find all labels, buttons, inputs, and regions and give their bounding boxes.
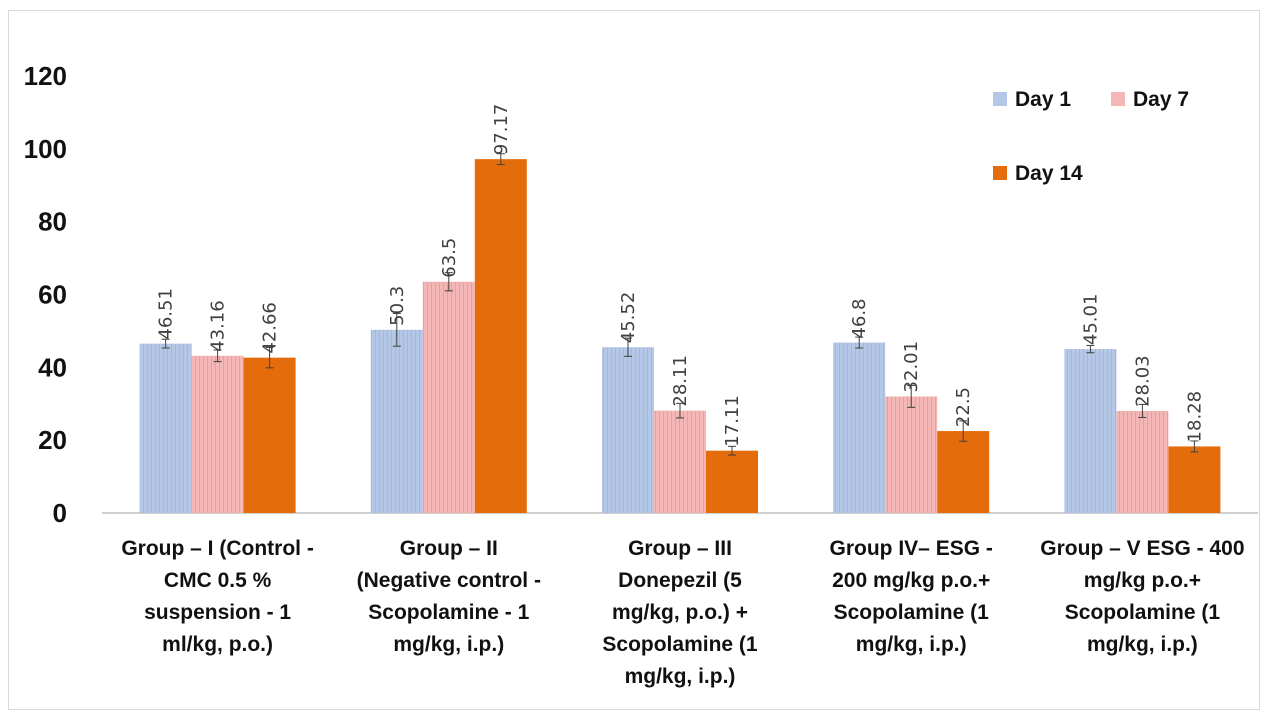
chart-frame (8, 10, 1260, 710)
category-label-line: Group – V ESG - 400 (1040, 537, 1244, 560)
category-label-line: Scopolamine (1 (1065, 601, 1221, 624)
category-label-line: Group – II (400, 537, 498, 560)
y-tick-label: 120 (24, 61, 67, 91)
category-label-line: CMC 0.5 % (164, 569, 272, 592)
bar-day-7-group-5 (1116, 410, 1169, 513)
bar-day-1-group-2 (370, 329, 423, 513)
category-label-line: mg/kg, i.p.) (856, 633, 967, 656)
data-label: 18.28 (1184, 391, 1205, 443)
category-label-line: suspension - 1 (144, 601, 291, 624)
category-label-line: Donepezil (5 (618, 569, 742, 592)
legend-swatch-3 (993, 166, 1007, 180)
legend-label-3: Day 14 (1015, 162, 1083, 185)
bar-day-14-group-4 (937, 431, 990, 513)
category-label-line: Group – III (628, 537, 732, 560)
category-label-line: Group – I (Control - (121, 537, 313, 560)
y-tick-label: 20 (38, 425, 67, 455)
data-label: 46.8 (849, 298, 870, 338)
category-label-line: Scopolamine (1 (602, 633, 758, 656)
data-label: 45.01 (1080, 294, 1101, 346)
category-label: Group – III Donepezil (5 mg/kg, p.o.) + Sco… (602, 537, 758, 688)
bar-day-14-group-5 (1168, 446, 1221, 513)
category-label-line: 200 mg/kg p.o.+ (832, 569, 990, 592)
bar-day-14-group-3 (706, 450, 758, 513)
y-tick-label: 0 (53, 498, 67, 528)
bar-day-7-group-3 (654, 410, 706, 513)
data-label: 63.5 (439, 238, 460, 278)
data-label: 28.03 (1132, 355, 1153, 407)
data-label: 97.17 (491, 104, 512, 156)
data-label: 22.5 (953, 387, 974, 427)
bar-day-7-group-4 (885, 396, 938, 513)
data-label: 45.52 (618, 292, 639, 344)
category-label-line: mg/kg, i.p.) (625, 665, 736, 688)
bar-day-1-group-3 (602, 347, 654, 513)
category-label: Group – II (Negative control - Scopolamine… (357, 537, 541, 656)
y-tick-label: 40 (38, 352, 67, 382)
legend-label-2: Day 7 (1133, 88, 1189, 111)
legend-swatch-2 (1111, 92, 1125, 106)
bar-day-7-group-1 (191, 355, 244, 513)
y-tick-label: 60 (38, 280, 67, 310)
category-label: Group – V ESG - 400 mg/kg p.o.+ Scopolamin… (1040, 537, 1244, 656)
category-label-line: Scopolamine - 1 (368, 601, 529, 624)
legend-swatch-1 (993, 92, 1007, 106)
category-label-line: ml/kg, p.o.) (162, 633, 273, 656)
category-label-line: Group IV– ESG - (830, 537, 993, 560)
bar-day-14-group-1 (243, 357, 296, 513)
bar-day-7-group-2 (422, 281, 475, 513)
y-tick-label: 100 (24, 134, 67, 164)
bar-day-1-group-1 (139, 343, 192, 513)
category-label: Group IV– ESG - 200 mg/kg p.o.+ Scopolamin… (830, 537, 993, 656)
bar-day-14-group-2 (474, 159, 527, 513)
data-label: 43.16 (208, 300, 229, 352)
data-label: 50.3 (387, 286, 408, 326)
category-label-line: mg/kg, p.o.) + (612, 601, 748, 624)
data-label: 17.11 (722, 395, 743, 447)
y-tick-label: 80 (38, 207, 67, 237)
category-label: Group – I (Control - CMC 0.5 % suspension … (121, 537, 313, 656)
category-label-line: mg/kg p.o.+ (1084, 569, 1201, 592)
category-label-line: (Negative control - (357, 569, 541, 592)
data-label: 28.11 (670, 355, 691, 407)
data-label: 42.66 (260, 302, 281, 354)
data-label: 46.51 (156, 288, 177, 340)
category-label-line: Scopolamine (1 (834, 601, 990, 624)
category-label-line: mg/kg, i.p.) (393, 633, 504, 656)
category-label-line: mg/kg, i.p.) (1087, 633, 1198, 656)
bar-day-1-group-5 (1064, 349, 1117, 513)
data-label: 32.01 (901, 341, 922, 393)
bar-day-1-group-4 (833, 342, 886, 513)
legend-label-1: Day 1 (1015, 88, 1071, 111)
